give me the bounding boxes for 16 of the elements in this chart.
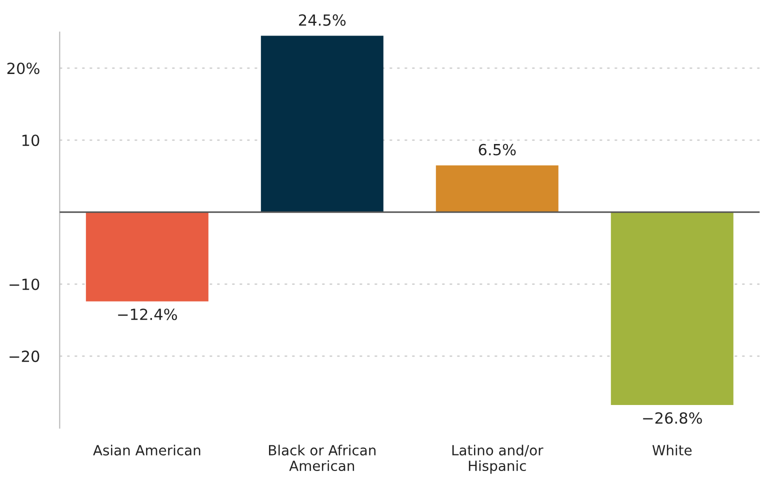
bar	[610, 212, 734, 406]
data-label: −26.8%	[643, 412, 702, 424]
bar	[260, 36, 384, 212]
y-tick-label: 10	[22, 134, 40, 146]
bar	[436, 165, 558, 212]
y-tick-label: −10	[10, 278, 40, 290]
x-tick-label: Asian American	[93, 444, 200, 456]
y-tick-label: 20%	[7, 62, 40, 74]
bar	[86, 212, 208, 302]
data-label: 6.5%	[478, 144, 516, 156]
data-label: 24.5%	[299, 14, 346, 26]
x-tick-label: White	[652, 444, 692, 456]
x-tick-label: Black or African American	[269, 444, 376, 472]
x-tick-label: Latino and/or Hispanic	[452, 444, 544, 474]
y-tick-label: −20	[10, 350, 40, 362]
data-label: −12.4%	[118, 308, 177, 320]
